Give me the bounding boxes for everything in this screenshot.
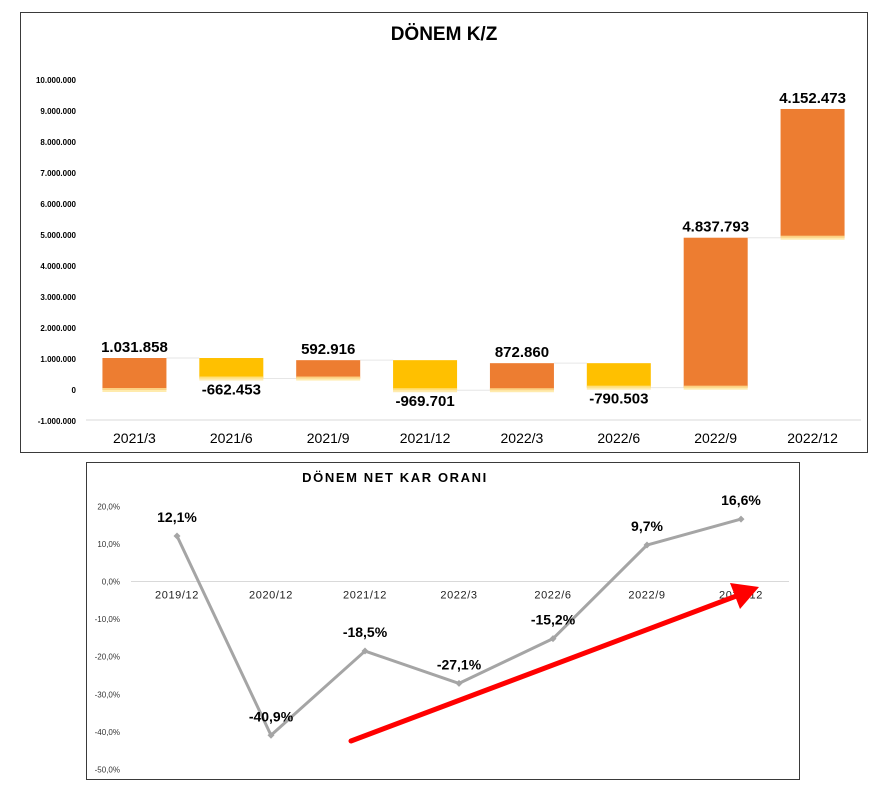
data-point bbox=[173, 532, 181, 540]
bar-bottom-glow bbox=[296, 376, 361, 381]
y-tick-label: 7.000.000 bbox=[40, 169, 76, 178]
waterfall-bar bbox=[102, 358, 167, 390]
x-tick-label: 2022/12 bbox=[787, 430, 838, 446]
trend-arrow-head-icon bbox=[730, 583, 759, 609]
bar-bottom-glow bbox=[780, 235, 845, 240]
data-label: -969.701 bbox=[395, 393, 454, 410]
y-tick-label: 3.000.000 bbox=[40, 293, 76, 302]
data-point bbox=[361, 647, 369, 655]
x-tick-label: 2021/12 bbox=[400, 430, 451, 446]
y-tick-label: 20,0% bbox=[97, 502, 120, 511]
y-tick-label: -30,0% bbox=[95, 690, 120, 699]
x-tick-label: 2019/12 bbox=[155, 590, 199, 602]
data-label: -40,9% bbox=[249, 708, 294, 724]
waterfall-bar bbox=[780, 108, 845, 238]
data-label: -15,2% bbox=[531, 612, 576, 628]
trend-arrow-shaft bbox=[348, 592, 742, 744]
data-label: 4.152.473 bbox=[779, 90, 846, 107]
line-chart-panel: DÖNEM NET KAR ORANI -50,0% -40,0% -30,0% -2… bbox=[86, 462, 800, 780]
data-label: 592.916 bbox=[301, 341, 355, 358]
data-label: 4.837.793 bbox=[682, 219, 749, 236]
line-chart: DÖNEM NET KAR ORANI -50,0% -40,0% -30,0% -2… bbox=[95, 470, 789, 775]
x-tick-label: 2021/6 bbox=[210, 430, 253, 446]
waterfall-chart: DÖNEM K/Z -1.000.000 0 1.000.000 2.000.000 3… bbox=[36, 24, 861, 446]
x-tick-label: 2022/6 bbox=[534, 590, 571, 602]
data-point bbox=[643, 541, 651, 549]
data-label: -790.503 bbox=[589, 391, 648, 408]
y-tick-label: -20,0% bbox=[95, 653, 120, 662]
data-label: 16,6% bbox=[721, 492, 761, 508]
x-tick-label: 2020/12 bbox=[249, 590, 293, 602]
y-tick-label: 10.000.000 bbox=[36, 76, 77, 85]
chart-title: DÖNEM NET KAR ORANI bbox=[302, 470, 488, 485]
bar-bottom-glow bbox=[489, 388, 554, 393]
waterfall-bar bbox=[586, 363, 651, 388]
y-tick-label: -40,0% bbox=[95, 728, 120, 737]
y-tick-label: 6.000.000 bbox=[40, 200, 76, 209]
bar-bottom-glow bbox=[393, 388, 458, 393]
x-tick-label: 2022/3 bbox=[440, 590, 477, 602]
x-tick-label: 2021/9 bbox=[307, 430, 350, 446]
data-label: 872.860 bbox=[495, 344, 549, 361]
y-tick-label: 5.000.000 bbox=[40, 231, 76, 240]
data-label: -27,1% bbox=[437, 656, 482, 672]
y-tick-label: 0,0% bbox=[102, 578, 120, 587]
y-tick-label: 1.000.000 bbox=[40, 355, 76, 364]
y-tick-label: -1.000.000 bbox=[38, 417, 77, 426]
x-tick-label: 2022/9 bbox=[694, 430, 737, 446]
data-label: -662.453 bbox=[202, 382, 261, 399]
data-label: 9,7% bbox=[631, 518, 663, 534]
y-tick-label: -10,0% bbox=[95, 615, 120, 624]
waterfall-bar bbox=[199, 358, 264, 379]
y-tick-label: 10,0% bbox=[97, 540, 120, 549]
chart-title: DÖNEM K/Z bbox=[391, 24, 498, 45]
bar-bottom-glow bbox=[199, 376, 264, 381]
y-tick-label: 4.000.000 bbox=[40, 262, 76, 271]
bar-bottom-glow bbox=[102, 388, 167, 392]
waterfall-chart-panel: DÖNEM K/Z -1.000.000 0 1.000.000 2.000.000 3… bbox=[20, 12, 868, 453]
waterfall-bar bbox=[489, 363, 554, 391]
waterfall-bar bbox=[393, 360, 458, 391]
y-tick-label: 9.000.000 bbox=[40, 107, 76, 116]
x-tick-label: 2022/3 bbox=[501, 430, 544, 446]
waterfall-bar bbox=[683, 237, 748, 388]
y-tick-label: 8.000.000 bbox=[40, 138, 76, 147]
data-point bbox=[455, 679, 463, 687]
data-point bbox=[549, 635, 557, 643]
x-tick-label: 2021/12 bbox=[343, 590, 387, 602]
bar-bottom-glow bbox=[683, 385, 748, 390]
y-tick-label: -50,0% bbox=[95, 766, 120, 775]
y-tick-label: 2.000.000 bbox=[40, 324, 76, 333]
data-point bbox=[737, 515, 745, 523]
data-label: 12,1% bbox=[157, 509, 197, 525]
x-tick-label: 2022/6 bbox=[597, 430, 640, 446]
data-point bbox=[267, 731, 275, 739]
x-tick-label: 2022/9 bbox=[628, 590, 665, 602]
waterfall-bar bbox=[296, 360, 361, 379]
data-label: 1.031.858 bbox=[101, 339, 168, 356]
x-tick-label: 2021/3 bbox=[113, 430, 156, 446]
data-label: -18,5% bbox=[343, 624, 388, 640]
bar-bottom-glow bbox=[586, 385, 651, 390]
y-tick-label: 0 bbox=[72, 386, 77, 395]
